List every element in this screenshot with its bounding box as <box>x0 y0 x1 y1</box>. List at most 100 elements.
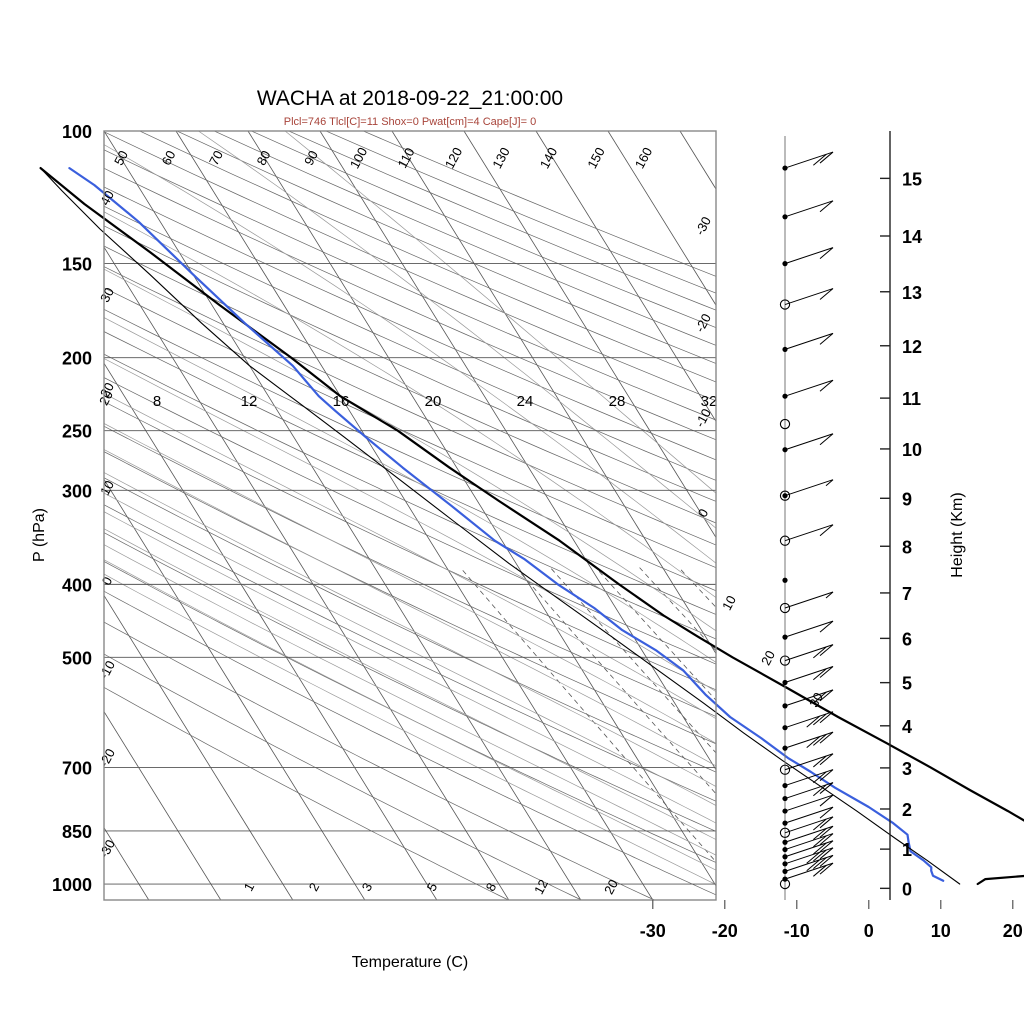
dry-adiabat-label: 160 <box>632 145 655 171</box>
isotherm-label-right: 20 <box>758 648 778 668</box>
wind-barb <box>782 769 834 789</box>
wind-barb <box>782 247 834 267</box>
svg-text:20: 20 <box>97 380 117 400</box>
wind-barb <box>782 200 834 220</box>
wind-barb <box>782 689 834 709</box>
wind-barb <box>782 782 834 802</box>
wind-barb <box>782 806 834 826</box>
height-tick-label: 2 <box>902 800 912 820</box>
p-tick-label: 850 <box>62 822 92 842</box>
mixing-ratio-label: 2 <box>306 880 323 893</box>
svg-text:-10: -10 <box>96 658 118 682</box>
isotherm-label-left: 40 <box>97 188 117 208</box>
dry-adiabat-label: 60 <box>159 148 179 168</box>
svg-text:20: 20 <box>96 388 116 408</box>
dry-adiabat-label: 80 <box>254 148 274 168</box>
height-tick-label: 5 <box>902 674 912 694</box>
y-axis-title: P (hPa) <box>31 508 48 562</box>
height-tick-label: 10 <box>902 440 922 460</box>
wind-barb <box>779 479 834 501</box>
mixing-ratio-label: 1 <box>241 880 258 893</box>
wind-barb <box>779 816 834 838</box>
x-tick-label: 10 <box>931 921 951 941</box>
height-tick-label: 14 <box>902 227 922 247</box>
height-tick-label: 7 <box>902 584 912 604</box>
wind-barb <box>782 840 834 860</box>
wind-barb <box>779 644 834 666</box>
height-tick-label: 1 <box>902 840 912 860</box>
p-tick-label: 100 <box>62 122 92 142</box>
trace-temperature <box>39 167 1024 886</box>
svg-text:5: 5 <box>424 880 441 893</box>
pressure-gridlines <box>104 130 716 885</box>
wind-barb-column <box>779 136 834 900</box>
wind-barb <box>782 862 834 882</box>
x-tick-label: -30 <box>640 921 666 941</box>
wind-barb <box>782 847 834 867</box>
isotherm-label-right: 30 <box>806 690 826 710</box>
wind-barb <box>782 711 834 731</box>
svg-text:30: 30 <box>97 285 117 305</box>
dry-adiabat-label: 70 <box>206 148 226 168</box>
chart-subtitle: Plcl=746 Tlcl[C]=11 Shox=0 Pwat[cm]=4 Ca… <box>284 116 536 128</box>
wind-barb <box>782 666 834 686</box>
isotherm-lines <box>104 131 716 900</box>
svg-text:150: 150 <box>584 145 607 171</box>
moist-adiabat-label: 28 <box>609 393 626 410</box>
isotherm-label-left: 10 <box>97 478 117 498</box>
wind-barb <box>782 833 834 853</box>
isotherm-label-right: -30 <box>692 214 714 238</box>
svg-text:0: 0 <box>99 574 116 587</box>
p-tick-label: 700 <box>62 758 92 778</box>
dry-adiabat-label: 140 <box>537 145 560 171</box>
svg-text:1: 1 <box>241 880 258 893</box>
isotherm-label-left: -10 <box>96 658 118 682</box>
p-tick-label: 150 <box>62 255 92 275</box>
wind-barb <box>782 332 834 353</box>
mixing-ratio-label: 5 <box>424 880 441 893</box>
p-tick-label: 200 <box>62 349 92 369</box>
isotherm-label-left: 30 <box>97 285 117 305</box>
height-tick-label: 3 <box>902 759 912 779</box>
moist-adiabat-label: 8 <box>153 393 161 410</box>
moist-adiabat-label: 24 <box>517 393 534 410</box>
svg-text:70: 70 <box>206 148 226 168</box>
dry-adiabat-label: 90 <box>301 148 321 168</box>
wind-barb <box>779 524 834 546</box>
svg-text:50: 50 <box>111 148 131 168</box>
height-tick-label: 0 <box>902 879 912 899</box>
x-tick-label: 0 <box>864 921 874 941</box>
svg-text:160: 160 <box>632 145 655 171</box>
isotherm-label-right: -20 <box>692 311 714 335</box>
height-tick-label: 9 <box>902 489 912 509</box>
dry-adiabat-label: 50 <box>111 148 131 168</box>
height-tick-label: 15 <box>902 169 922 189</box>
chart-title: WACHA at 2018-09-22_21:00:00 <box>257 87 563 110</box>
wind-barb <box>782 433 834 453</box>
isotherm-label-left: -20 <box>96 746 118 770</box>
p-tick-label: 500 <box>62 648 92 668</box>
wind-barb <box>779 418 791 430</box>
svg-text:60: 60 <box>159 148 179 168</box>
axes-and-ticks <box>103 130 1014 909</box>
svg-text:-30: -30 <box>96 837 118 861</box>
p-tick-label: 1000 <box>52 875 92 895</box>
wind-barb <box>779 753 834 775</box>
x-tick-label: -10 <box>784 921 810 941</box>
x-axis-title: Temperature (C) <box>352 954 468 971</box>
svg-text:130: 130 <box>489 145 512 171</box>
isotherm-label-left: 0 <box>99 574 116 587</box>
height-tick-label: 4 <box>902 717 912 737</box>
svg-text:-20: -20 <box>692 311 714 335</box>
svg-text:8: 8 <box>483 880 500 893</box>
svg-text:-30: -30 <box>692 214 714 238</box>
dry-adiabat-label: 150 <box>584 145 607 171</box>
wind-barb <box>782 379 834 399</box>
wind-barb <box>782 731 834 751</box>
svg-text:10: 10 <box>97 478 117 498</box>
height-tick-label: 13 <box>902 283 922 303</box>
svg-text:3: 3 <box>359 880 376 893</box>
